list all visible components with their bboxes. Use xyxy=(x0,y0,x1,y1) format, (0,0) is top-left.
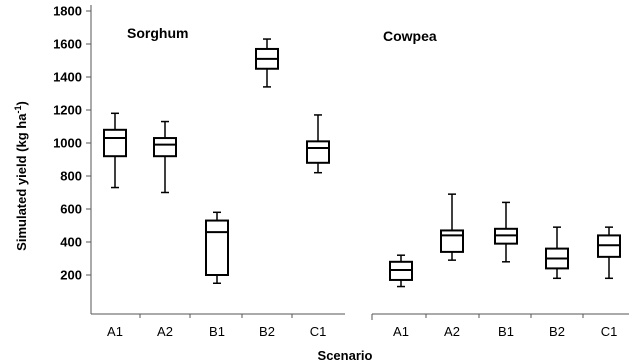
x-category-label: B2 xyxy=(259,324,275,339)
box-cowpea-a2 xyxy=(440,193,464,261)
box-cowpea-b2 xyxy=(545,226,569,280)
box-sorghum-a1 xyxy=(103,112,127,189)
box-iqr xyxy=(103,128,127,158)
box-iqr xyxy=(153,137,177,158)
x-category-label: A2 xyxy=(157,324,173,339)
y-tick-label: 1000 xyxy=(53,136,82,151)
x-axis-title: Scenario xyxy=(318,348,373,362)
y-tick-label: 200 xyxy=(60,268,82,283)
y-axis: 200 400 600 800 1000 1200 1400 1600 1800 xyxy=(53,4,92,314)
box-group-cowpea xyxy=(389,193,621,288)
x-category-label: A1 xyxy=(107,324,123,339)
x-axis xyxy=(91,313,629,320)
y-tick-label: 1800 xyxy=(53,4,82,19)
y-tick-label: 1200 xyxy=(53,103,82,118)
y-tick-label: 400 xyxy=(60,235,82,250)
y-axis-title: Simulated yield (kg ha-1) xyxy=(13,101,29,251)
box-sorghum-a2 xyxy=(153,120,177,194)
box-iqr xyxy=(306,140,330,164)
y-tick-label: 600 xyxy=(60,202,82,217)
group-label-sorghum: Sorghum xyxy=(127,25,188,41)
box-cowpea-a1 xyxy=(389,254,413,288)
x-category-label: A2 xyxy=(444,324,460,339)
x-category-label: B1 xyxy=(209,324,225,339)
box-sorghum-b1 xyxy=(205,211,229,284)
box-series xyxy=(103,38,621,288)
box-cowpea-c1 xyxy=(597,226,621,280)
box-sorghum-b2 xyxy=(255,38,279,88)
y-tick-label: 800 xyxy=(60,169,82,184)
x-category-label: C1 xyxy=(601,324,618,339)
x-category-label: A1 xyxy=(393,324,409,339)
box-cowpea-b1 xyxy=(494,201,518,263)
box-iqr xyxy=(440,229,464,253)
y-tick-label: 1400 xyxy=(53,70,82,85)
x-category-label: B2 xyxy=(549,324,565,339)
x-category-label: B1 xyxy=(498,324,514,339)
x-category-label: C1 xyxy=(310,324,327,339)
box-iqr xyxy=(205,219,229,277)
box-group-sorghum xyxy=(103,38,330,284)
y-tick-label: 1600 xyxy=(53,37,82,52)
box-sorghum-c1 xyxy=(306,114,330,174)
group-label-cowpea: Cowpea xyxy=(383,28,437,44)
chart-labels: Simulated yield (kg ha-1) A1 A2 B1 B2 C1 A1 A2 B… xyxy=(13,25,617,362)
